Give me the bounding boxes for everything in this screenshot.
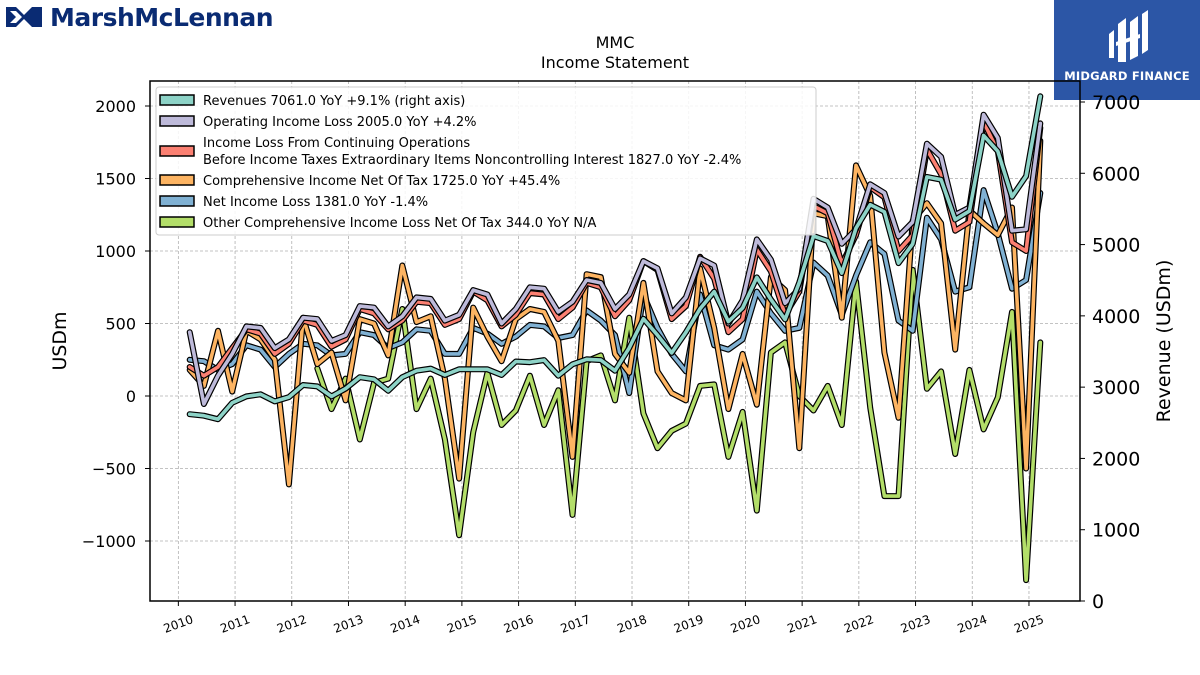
y-axis-label-right: Revenue (USDm) — [1153, 260, 1175, 423]
x-tick-label: 2013 — [332, 612, 365, 636]
legend-swatch — [159, 115, 195, 127]
y-tick-label-right: 2000 — [1092, 448, 1140, 470]
legend: Revenues 7061.0 YoY +9.1% (right axis) Op… — [155, 86, 817, 236]
legend-entry-label: Before Income Taxes Extraordinary Items … — [203, 153, 741, 168]
x-tick-label: 2019 — [672, 612, 705, 636]
x-tick-label: 2016 — [502, 612, 535, 636]
x-tick-label: 2015 — [445, 612, 478, 636]
series-line-5 — [315, 268, 1043, 582]
y-tick-label-left: 500 — [105, 315, 136, 334]
y-tick-label-right: 7000 — [1092, 92, 1140, 114]
x-tick-label: 2025 — [1012, 612, 1045, 636]
x-tick-label: 2024 — [956, 612, 989, 636]
x-tick-label: 2012 — [275, 612, 308, 636]
x-tick-label: 2011 — [218, 612, 251, 636]
y-tick-label-left: 1500 — [95, 170, 136, 189]
y-tick-label-left: −1000 — [82, 532, 136, 551]
y-tick-label-left: 0 — [126, 387, 136, 406]
chart-subtitle: Income Statement — [541, 53, 689, 72]
series-lines — [186, 93, 1044, 584]
plot-frame — [149, 80, 1081, 602]
y-tick-label-right: 5000 — [1092, 235, 1140, 257]
legend-box — [155, 86, 817, 236]
x-tick-label: 2021 — [785, 612, 818, 636]
legend-entry-label: Revenues 7061.0 YoY +9.1% (right axis) — [203, 94, 465, 109]
y-tick-label-left: 1000 — [95, 242, 136, 261]
y-tick-label-right: 0 — [1092, 591, 1104, 613]
y-tick-label-right: 3000 — [1092, 377, 1140, 399]
midgard-finance-badge: MIDGARD FINANCE — [1054, 0, 1200, 100]
legend-swatch — [159, 94, 195, 106]
legend-entry-label: Net Income Loss 1381.0 YoY -1.4% — [203, 195, 428, 210]
legend-swatch — [159, 216, 195, 228]
legend-entry-label: Comprehensive Income Net Of Tax 1725.0 Y… — [203, 174, 560, 189]
x-tick-label: 2018 — [615, 612, 648, 636]
x-tick-label: 2023 — [899, 612, 932, 636]
y-tick-label-right: 1000 — [1092, 520, 1140, 542]
company-name: MarshMcLennan — [50, 2, 274, 32]
y-tick-label-right: 4000 — [1092, 306, 1140, 328]
x-tick-label: 2022 — [842, 612, 875, 636]
legend-entry-label: Operating Income Loss 2005.0 YoY +4.2% — [203, 115, 477, 130]
series-line-2 — [187, 120, 1043, 378]
y-tick-label-left: 2000 — [95, 97, 136, 116]
x-tick-label: 2020 — [729, 612, 762, 636]
badge-name: MIDGARD FINANCE — [1064, 69, 1190, 83]
marsh-mclennan-chevron-icon — [6, 7, 42, 27]
legend-entry-label: Income Loss From Continuing Operations — [203, 136, 470, 151]
x-tick-label: 2014 — [388, 612, 421, 636]
company-logo: MarshMcLennan — [4, 2, 274, 32]
x-tick-label: 2017 — [559, 612, 592, 636]
x-tick-label: 2010 — [162, 612, 195, 636]
legend-swatch — [159, 174, 195, 186]
legend-swatch — [159, 145, 195, 157]
legend-swatch — [159, 195, 195, 207]
series-line-3 — [187, 139, 1043, 487]
midgard-finance-logo-icon — [1109, 10, 1148, 62]
y-tick-label-right: 6000 — [1092, 163, 1140, 185]
series-line-1 — [187, 112, 1043, 406]
y-tick-label-left: −500 — [92, 460, 136, 479]
legend-entry-label: Other Comprehensive Income Loss Net Of T… — [203, 216, 597, 231]
y-axis-label-left: USDm — [49, 311, 71, 370]
series-line-0 — [187, 94, 1043, 421]
chart-title: MMC — [596, 33, 635, 52]
